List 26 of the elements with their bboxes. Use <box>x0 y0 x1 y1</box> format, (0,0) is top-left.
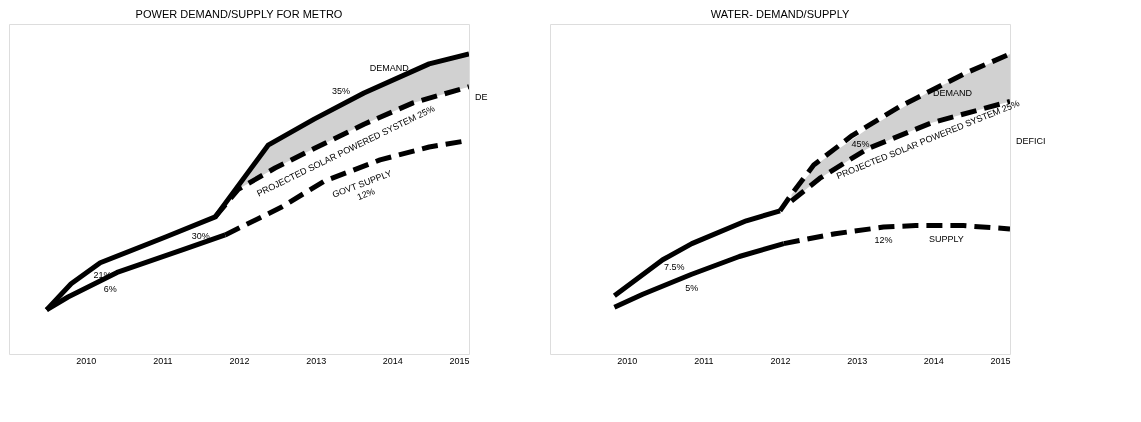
annotation: 7.5% <box>663 261 685 272</box>
chart-title: WATER- DEMAND/SUPPLY <box>710 8 850 20</box>
text: DEFICI <box>1016 136 1046 147</box>
x-tick-label: 2011 <box>694 355 714 366</box>
x-tick-label: 2010 <box>617 355 638 366</box>
annotation: 30% <box>191 230 210 241</box>
x-tick-label: 2013 <box>306 355 327 366</box>
x-tick-label: 2015 <box>990 355 1011 366</box>
text: DE <box>475 92 488 103</box>
annotation: SUPPLY <box>928 233 964 244</box>
annotation: 45% <box>851 138 870 149</box>
x-tick-label: 2010 <box>76 355 97 366</box>
annotation: 12% <box>874 235 893 246</box>
x-tick-label: 2014 <box>382 355 403 366</box>
chart-title: POWER DEMAND/SUPPLY FOR METRO <box>135 8 343 20</box>
x-tick-label: 2015 <box>449 355 470 366</box>
x-tick-label: 2014 <box>923 355 944 366</box>
x-tick-label: 2012 <box>229 355 250 366</box>
annotation: DEMAND <box>932 87 973 98</box>
x-tick-label: 2011 <box>153 355 173 366</box>
annotation: 6% <box>103 284 117 294</box>
x-tick-label: 2012 <box>770 355 791 366</box>
annotation: DEMAND <box>369 62 410 73</box>
annotation: 35% <box>331 86 350 96</box>
annotation: 5% <box>685 282 699 293</box>
x-tick-label: 2013 <box>847 355 868 366</box>
